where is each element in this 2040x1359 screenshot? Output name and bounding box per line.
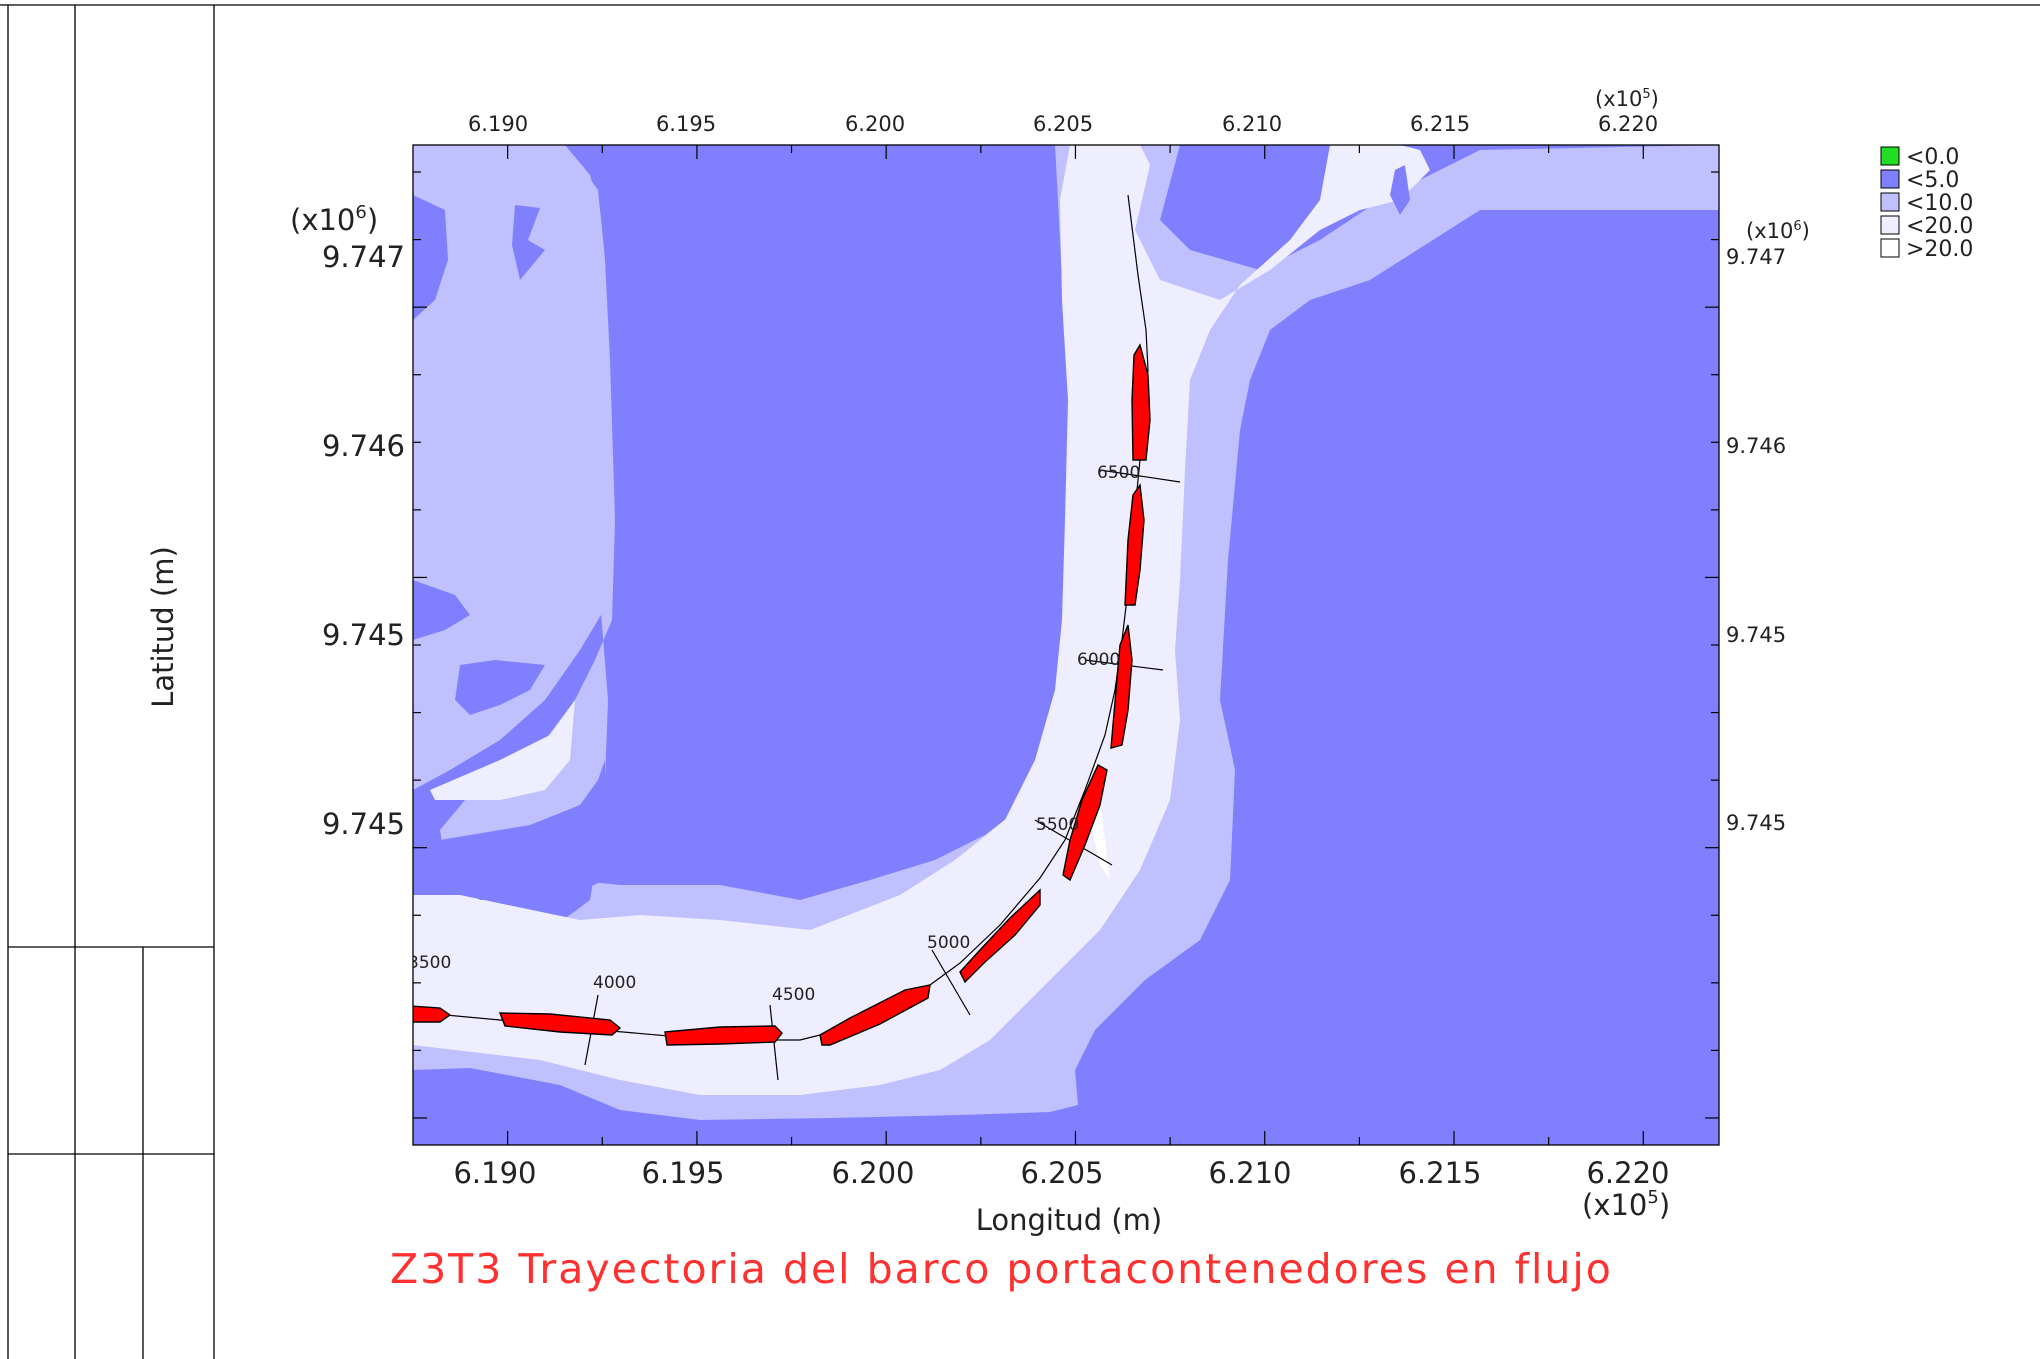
x-axis-label: Longitud (m) xyxy=(976,1203,1163,1237)
traj-label-6500: 6500 xyxy=(1097,463,1140,483)
y-multiplier-left: (x106) xyxy=(290,202,378,237)
frame-lines xyxy=(0,4,2040,1359)
contour-islet-5 xyxy=(1390,165,1410,215)
traj-label-5000: 5000 xyxy=(927,933,970,953)
chart-title: Z3T3 Trayectoria del barco portacontened… xyxy=(390,1245,1613,1293)
x-tick-bottom: 6.215 xyxy=(1398,1156,1481,1190)
legend-swatch-lt10 xyxy=(1880,192,1900,212)
ship-track: 3500 4000 4500 5000 5500 6000 6500 xyxy=(408,194,1181,1081)
contour-islet-6 xyxy=(1240,170,1262,188)
x-multiplier-top: (x105) xyxy=(1595,87,1659,111)
ship-positions xyxy=(413,343,1151,1046)
y-tick-labels-right: 9.747 9.746 9.745 9.745 xyxy=(1726,245,1786,835)
legend-swatch-lt5 xyxy=(1880,169,1900,189)
y-tick-left: 9.746 xyxy=(322,429,405,463)
tick-5000 xyxy=(931,949,971,1016)
contour-upper-left-lt10 xyxy=(413,145,612,790)
x-tick-labels-bottom: 6.190 6.195 6.200 6.205 6.210 6.215 6.22… xyxy=(453,1156,1669,1190)
traj-label-3500: 3500 xyxy=(408,953,451,973)
x-tick-bottom: 6.195 xyxy=(641,1156,724,1190)
x-tick-top: 6.220 xyxy=(1598,112,1658,136)
y-tick-right: 9.746 xyxy=(1726,434,1786,458)
traj-label-5500: 5500 xyxy=(1036,815,1079,835)
x-tick-top: 6.200 xyxy=(845,112,905,136)
trajectory-labels: 3500 4000 4500 5000 5500 6000 6500 xyxy=(408,463,1140,1005)
x-tick-bottom: 6.200 xyxy=(831,1156,914,1190)
legend-label: <5.0 xyxy=(1906,168,1959,193)
ship-4 xyxy=(819,984,931,1046)
contour-islet-1 xyxy=(413,195,448,320)
ship-9 xyxy=(1131,343,1151,461)
y-tick-left: 9.745 xyxy=(322,807,405,841)
legend-label: <10.0 xyxy=(1906,191,1973,216)
x-tick-top: 6.195 xyxy=(656,112,716,136)
axis-ticks xyxy=(413,145,1719,1145)
ship-5 xyxy=(959,888,1041,984)
traj-label-4500: 4500 xyxy=(772,985,815,1005)
ship-3 xyxy=(664,1025,783,1046)
legend-swatch-lt20 xyxy=(1880,215,1900,235)
y-tick-right: 9.745 xyxy=(1726,811,1786,835)
x-tick-bottom: 6.205 xyxy=(1020,1156,1103,1190)
x-tick-top: 6.215 xyxy=(1410,112,1470,136)
contour-islet-3 xyxy=(413,580,470,640)
y-tick-right: 9.747 xyxy=(1726,245,1786,269)
ship-8 xyxy=(1124,483,1145,606)
x-tick-bottom: 6.220 xyxy=(1586,1156,1669,1190)
y-tick-labels-left: 9.747 9.746 9.745 9.745 xyxy=(322,240,405,841)
y-axis-label: Latitud (m) xyxy=(146,546,180,708)
legend: <0.0 <5.0 <10.0 <20.0 >20.0 xyxy=(1880,145,1973,262)
legend-swatch-gt20 xyxy=(1880,238,1900,258)
ship-2 xyxy=(498,1012,622,1036)
x-tick-top: 6.205 xyxy=(1033,112,1093,136)
legend-label: <0.0 xyxy=(1906,145,1959,170)
x-tick-bottom: 6.210 xyxy=(1208,1156,1291,1190)
legend-label: <20.0 xyxy=(1906,214,1973,239)
x-tick-labels-top: 6.190 6.195 6.200 6.205 6.210 6.215 6.22… xyxy=(468,112,1658,136)
y-tick-left: 9.747 xyxy=(322,240,405,274)
contour-islet-4 xyxy=(455,660,545,715)
contour-upper-left-lt20 xyxy=(430,700,575,800)
traj-label-6000: 6000 xyxy=(1077,650,1120,670)
y-tick-left: 9.745 xyxy=(322,618,405,652)
ship-6 xyxy=(1062,764,1108,882)
y-multiplier-right: (x106) xyxy=(1746,219,1810,243)
contour-band-lt20 xyxy=(413,145,1430,1095)
x-tick-top: 6.210 xyxy=(1222,112,1282,136)
x-tick-bottom: 6.190 xyxy=(453,1156,536,1190)
legend-label: >20.0 xyxy=(1906,237,1973,262)
x-tick-top: 6.190 xyxy=(468,112,528,136)
x-multiplier-bottom: (x105) xyxy=(1582,1187,1670,1222)
contour-map xyxy=(413,145,1719,1145)
ship-1 xyxy=(413,1005,452,1023)
traj-label-4000: 4000 xyxy=(593,973,636,993)
contour-lower-left-shelf xyxy=(440,760,605,900)
contour-islet-2 xyxy=(512,205,545,280)
legend-swatch-neg xyxy=(1880,146,1900,166)
tick-6500 xyxy=(1099,469,1181,483)
y-tick-right: 9.745 xyxy=(1726,623,1786,647)
ship-7 xyxy=(1110,624,1133,749)
